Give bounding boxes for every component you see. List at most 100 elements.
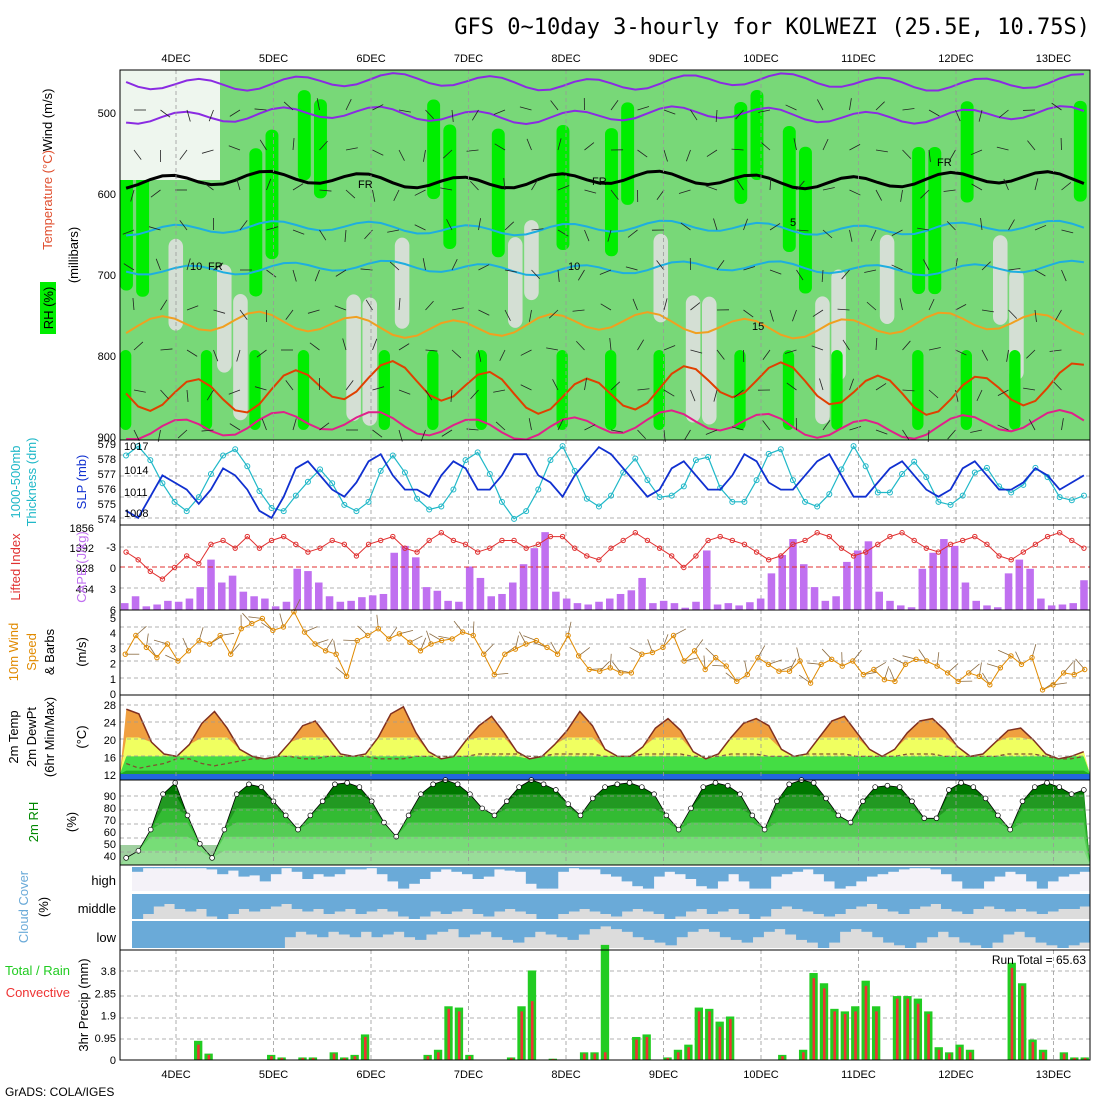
- wind-barb: [236, 349, 241, 362]
- rh-patch: [1009, 350, 1021, 430]
- precip-tick: 2.85: [95, 988, 116, 1000]
- cloud-low-bar: [142, 921, 155, 948]
- cloud-high-bar: [1058, 867, 1070, 877]
- li-point: [923, 545, 930, 551]
- li-point: [438, 530, 445, 536]
- rh-tick: 40: [104, 851, 116, 863]
- wind-point: [691, 648, 698, 654]
- cloud-low-bar: [785, 921, 797, 935]
- thickness-tick: 577: [98, 469, 116, 481]
- dewpt-line: [126, 753, 1084, 769]
- wind-barb: [632, 298, 638, 311]
- bottom-date-label: 12DEC: [938, 1069, 974, 1081]
- wind-barb: [955, 389, 959, 402]
- wind-point: [1050, 682, 1056, 688]
- wind-barb: [607, 229, 612, 242]
- cloud-high-bar: [493, 867, 506, 870]
- wind-barb: [866, 301, 877, 311]
- cloud-middle-bar: [802, 894, 814, 912]
- cape-bar: [552, 591, 560, 610]
- wind-point: [881, 677, 888, 683]
- cloud-middle-bar: [440, 894, 452, 914]
- wind-barb: [690, 109, 698, 121]
- cloud-high-bar: [909, 867, 921, 869]
- thickness-point: [244, 463, 251, 470]
- li-point: [123, 549, 129, 555]
- wind-barb: [1006, 349, 1009, 362]
- wind-barb: [1061, 229, 1074, 234]
- cloud-low-bar: [719, 921, 732, 938]
- wind-barb: [663, 109, 676, 115]
- wind-barb: [531, 179, 539, 191]
- wind-barb: [478, 349, 482, 362]
- cloud-high-bar: [419, 867, 431, 879]
- contour-label: FR: [208, 261, 223, 273]
- thickness-point: [971, 469, 978, 476]
- wind-barb: [955, 349, 967, 356]
- cloud-high-bar: [451, 867, 463, 872]
- rh-point: [491, 812, 498, 819]
- li-point: [911, 537, 917, 544]
- wind-barb: [1061, 418, 1064, 431]
- cloud-middle-bar: [962, 894, 974, 914]
- li-point: [499, 537, 505, 544]
- wind-point: [871, 666, 877, 673]
- temperature-contour: [125, 310, 1085, 340]
- wind-barb: [663, 389, 675, 397]
- wind-barb: [155, 258, 161, 271]
- precip-conv-bar: [948, 1053, 951, 1060]
- wind-barb: [917, 227, 930, 231]
- wind-barb: [716, 349, 725, 360]
- cloud-low-bar: [197, 921, 209, 948]
- wind-barb: [584, 142, 595, 151]
- li-tick: 0: [110, 563, 116, 575]
- cloud-low-bar: [959, 921, 971, 943]
- rh-patch: [491, 128, 505, 258]
- li-point: [317, 545, 323, 551]
- li-point: [850, 553, 857, 559]
- cape-bar: [196, 587, 204, 610]
- cloud-high-bar: [642, 867, 655, 889]
- precip-conv-bar: [583, 1053, 586, 1060]
- li-point: [353, 553, 360, 559]
- rh-patch: [346, 294, 361, 421]
- cape-bar: [994, 607, 1002, 610]
- thickness-point: [547, 457, 554, 464]
- rh-patch: [378, 350, 390, 430]
- li-point: [584, 553, 590, 559]
- cloud-high-bar: [376, 867, 388, 875]
- bottom-date-label: 13DEC: [1036, 1069, 1072, 1081]
- cloud-middle-bar: [344, 894, 357, 909]
- rh-patch: [879, 234, 895, 325]
- cloud-low-bar: [306, 921, 318, 935]
- wind-point: [407, 639, 413, 645]
- wind-barb: [319, 229, 327, 241]
- li-point: [365, 541, 372, 548]
- wind-barb: [713, 389, 718, 402]
- cloud-middle-bar: [696, 894, 708, 909]
- precip-conv-bar: [729, 1019, 732, 1060]
- cape-bar: [940, 539, 948, 610]
- wind-barb: [546, 347, 559, 351]
- upper-ylabel-mb: (millibars): [66, 227, 81, 283]
- contour-label: FR: [358, 179, 373, 191]
- cape-bar: [789, 539, 797, 610]
- wind-barb: [637, 339, 645, 351]
- cape-bar: [983, 605, 991, 610]
- cloud-low-bar: [523, 921, 536, 938]
- cape-ylabel-cape: CAPE (J/kg): [74, 531, 89, 603]
- cloud-middle-bar: [749, 894, 761, 919]
- temp-tick: 12: [104, 770, 116, 782]
- thickness-tick: 579: [98, 439, 116, 451]
- cape-bar: [907, 607, 916, 610]
- cloud-middle-bar: [706, 894, 718, 914]
- wind-point: [554, 651, 561, 657]
- thickness-point: [862, 463, 869, 470]
- wind-point: [428, 641, 434, 647]
- wind-barb: [610, 429, 623, 433]
- wind-point: [850, 658, 856, 664]
- cloud-middle-bar: [972, 894, 985, 909]
- cloud-high-bar: [813, 867, 825, 875]
- wind-barb: [130, 189, 135, 202]
- precip-conv-bar: [916, 1003, 920, 1060]
